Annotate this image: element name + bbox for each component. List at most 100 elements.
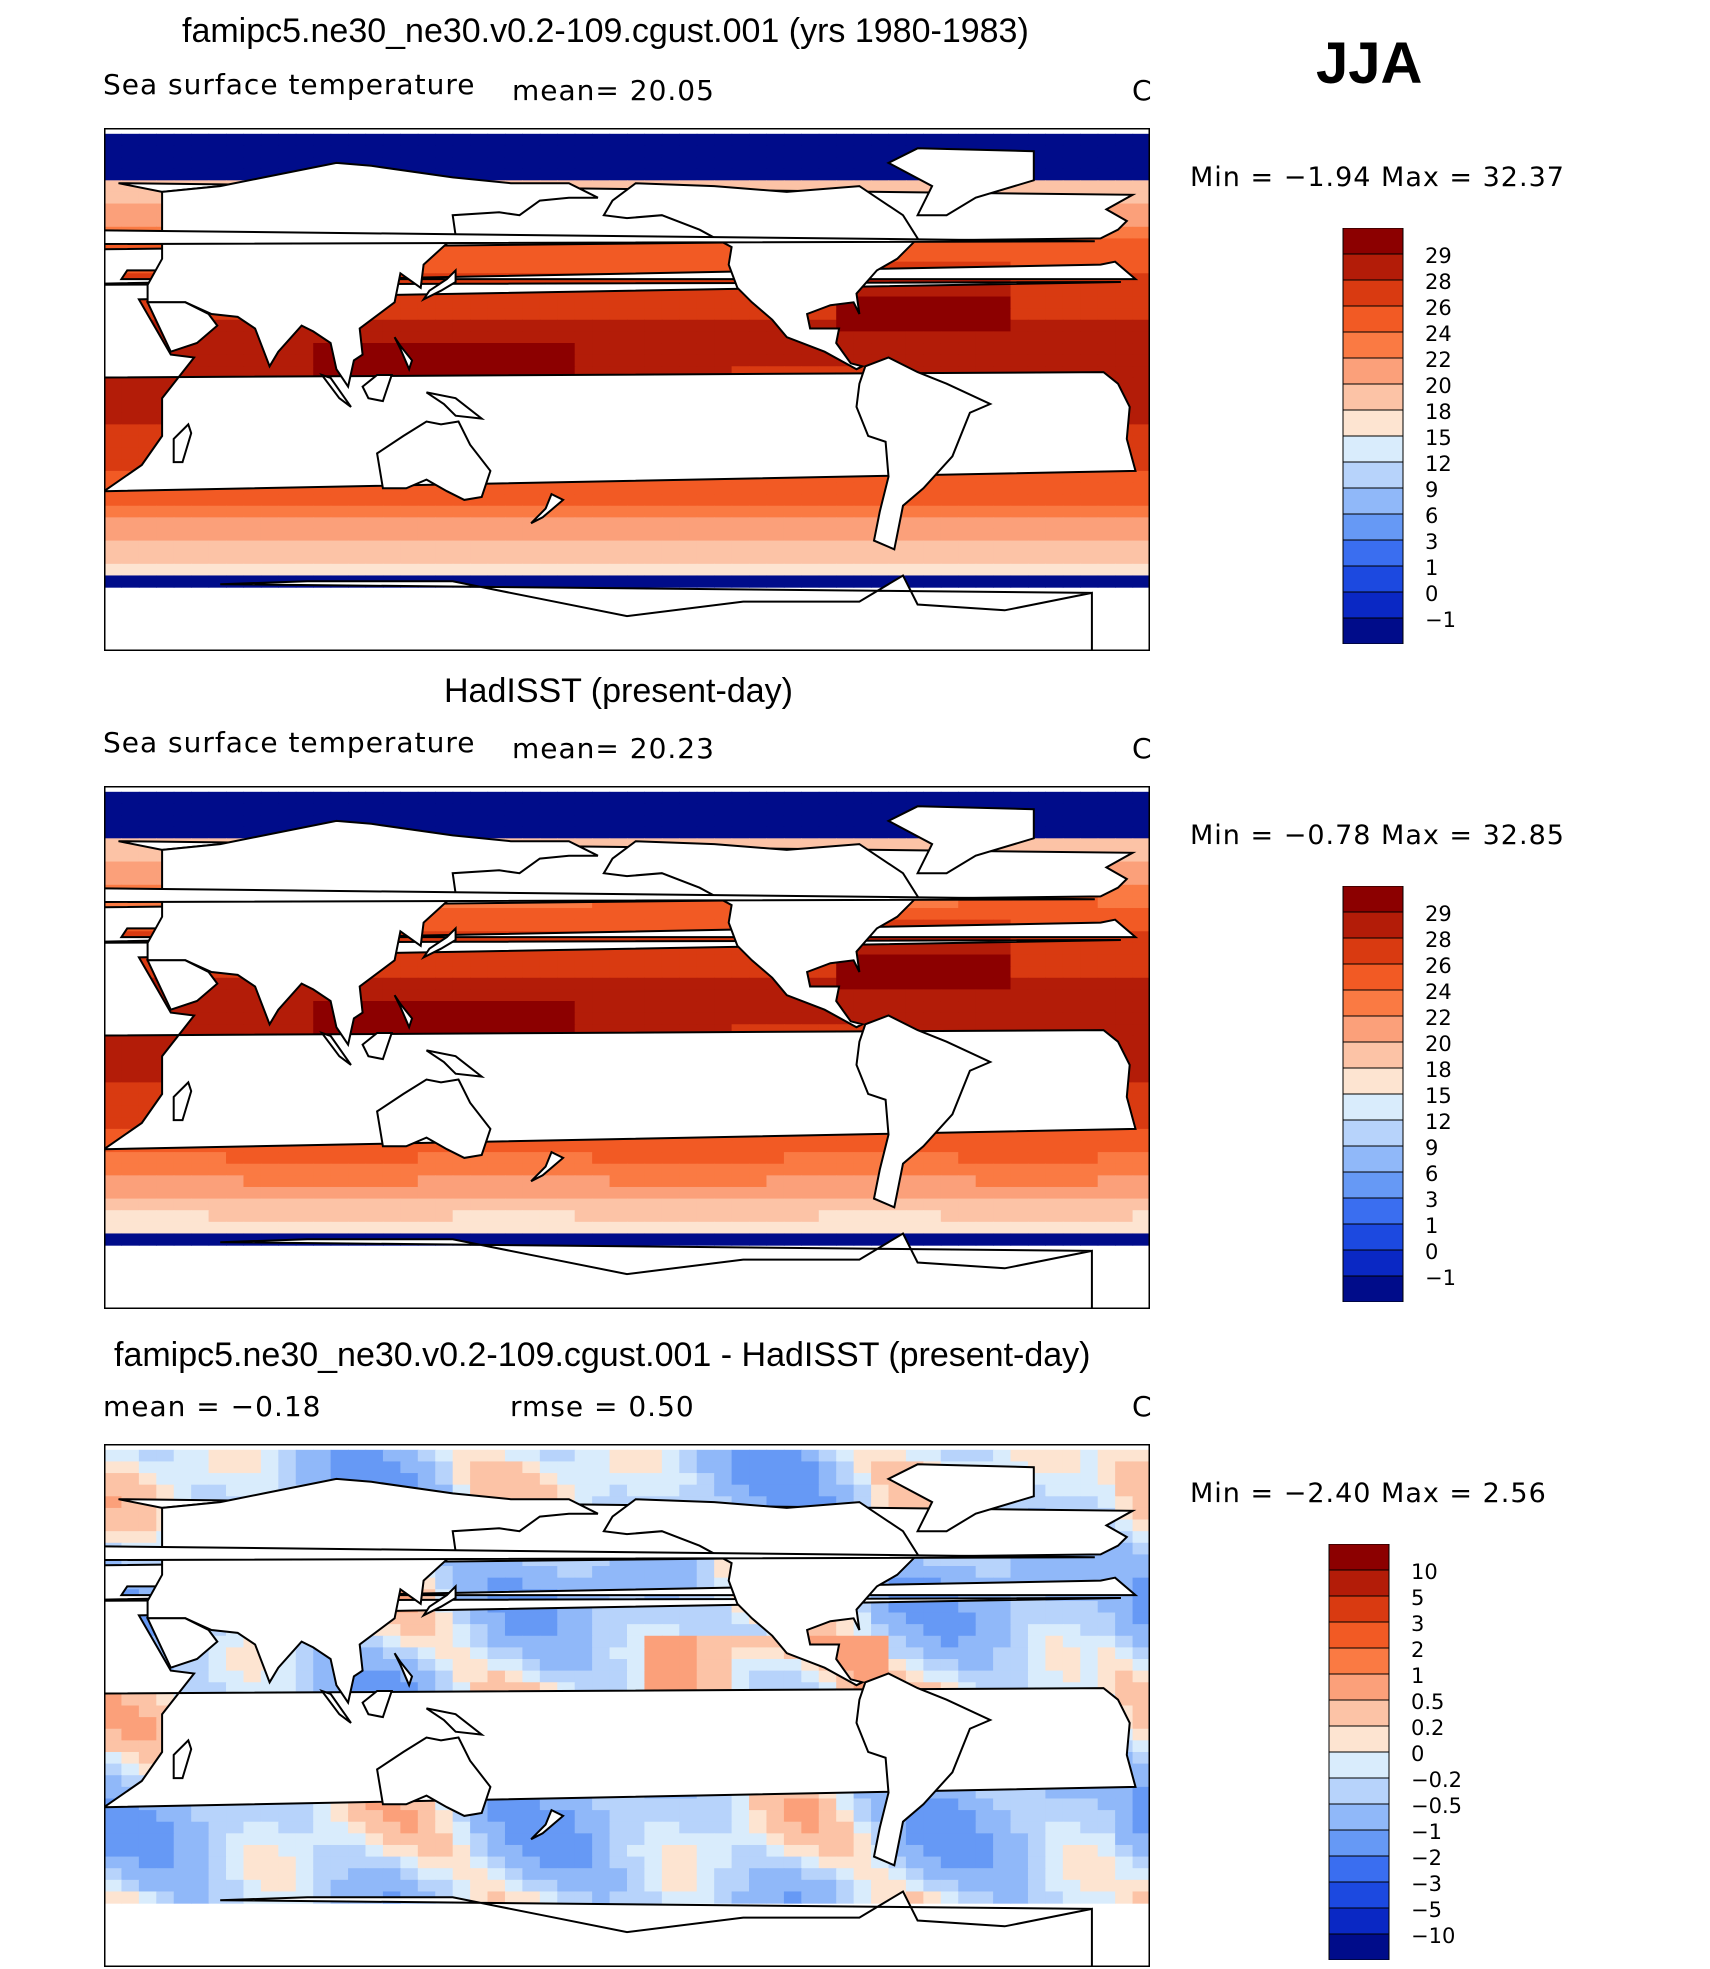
field-cell [644,482,663,495]
field-cell [470,1186,489,1200]
field-cell [138,540,157,553]
field-cell [836,563,855,577]
field-cell [382,1461,401,1474]
field-cell [574,1210,593,1223]
field-cell [138,505,157,518]
field-cell [435,1210,454,1223]
field-cell [435,803,454,816]
field-cell [993,1198,1012,1211]
field-cell [208,1024,227,1037]
field-cell [749,343,768,356]
field-cell [243,528,262,542]
field-cell [958,517,977,530]
field-cell [696,1233,715,1246]
field-cell [191,1012,210,1025]
field-cell [766,331,785,344]
field-cell [539,791,558,805]
field-cell [487,250,506,263]
field-cell [522,145,541,158]
field-cell [1132,1047,1150,1060]
field-cell [644,989,663,1002]
field-cell [173,1186,192,1200]
field-cell [104,191,123,205]
field-cell [1080,1210,1099,1223]
field-cell [1027,250,1046,263]
field-cell [574,1461,593,1474]
field-cell [574,989,593,1002]
field-cell [104,447,123,460]
field-cell [435,354,454,367]
field-cell [905,1210,924,1223]
field-cell [1132,435,1150,449]
field-cell [940,1449,959,1463]
field-cell [470,505,489,518]
field-cell [749,1186,768,1200]
field-cell [1027,133,1046,147]
field-cell [557,815,576,828]
field-cell [121,791,140,805]
field-cell [365,145,384,158]
field-cell [661,540,680,553]
field-cell [574,919,593,932]
field-cell [470,791,489,805]
field-cell [696,505,715,518]
field-cell [121,1473,140,1486]
field-cell [452,308,471,321]
field-cell [958,989,977,1002]
field-cell [313,552,332,565]
field-cell [574,977,593,990]
field-cell [679,1221,698,1235]
field-cell [975,1012,994,1025]
field-cell [1132,815,1150,828]
field-cell [1045,319,1064,332]
field-cell [365,1012,384,1025]
field-cell [696,482,715,495]
field-cell [208,1473,227,1486]
field-cell [940,284,959,298]
field-cell [1062,250,1081,263]
field-cell [522,575,541,588]
field-cell [853,1152,872,1165]
field-cell [330,1163,349,1176]
field-cell [121,849,140,863]
field-cell [1080,168,1099,181]
field-cell [487,528,506,542]
colorbar-swatch [1342,1015,1404,1043]
field-cell [156,575,175,588]
field-cell [592,908,611,921]
field-cell [243,366,262,379]
field-cell [801,791,820,805]
field-cell [958,1175,977,1188]
field-cell [557,482,576,495]
field-cell [1010,1175,1029,1188]
field-cell [679,331,698,344]
field-cell [679,977,698,990]
field-cell [958,540,977,553]
field-cell [818,575,837,588]
field-cell [121,1047,140,1060]
field-cell [766,145,785,158]
field-cell [382,791,401,805]
field-cell [627,494,646,507]
field-cell [1045,1186,1064,1200]
field-cell [644,343,663,356]
field-cell [1115,343,1134,356]
field-cell [138,191,157,205]
field-cell [260,1163,279,1176]
field-cell [783,1473,802,1486]
field-cell [923,1210,942,1223]
field-cell [1080,145,1099,158]
field-cell [1062,966,1081,979]
field-cell [592,1175,611,1188]
field-cell [1132,470,1150,484]
field-cell [504,1140,523,1153]
field-cell [243,494,262,507]
field-cell [1080,989,1099,1002]
field-cell [696,977,715,990]
field-cell [609,954,628,967]
field-cell [958,505,977,518]
field-cell [104,873,123,886]
field-cell [731,1152,750,1165]
field-cell [958,1186,977,1200]
field-cell [574,1449,593,1463]
